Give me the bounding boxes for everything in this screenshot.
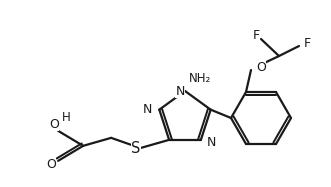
Text: N: N — [175, 85, 185, 97]
Text: NH₂: NH₂ — [189, 71, 211, 85]
Text: S: S — [131, 141, 141, 156]
Text: F: F — [304, 36, 310, 50]
Text: F: F — [253, 29, 260, 42]
Text: N: N — [143, 103, 152, 116]
Text: O: O — [256, 61, 266, 73]
Text: O: O — [49, 118, 59, 131]
Text: N: N — [207, 136, 216, 149]
Text: H: H — [62, 111, 71, 124]
Text: O: O — [46, 158, 56, 171]
